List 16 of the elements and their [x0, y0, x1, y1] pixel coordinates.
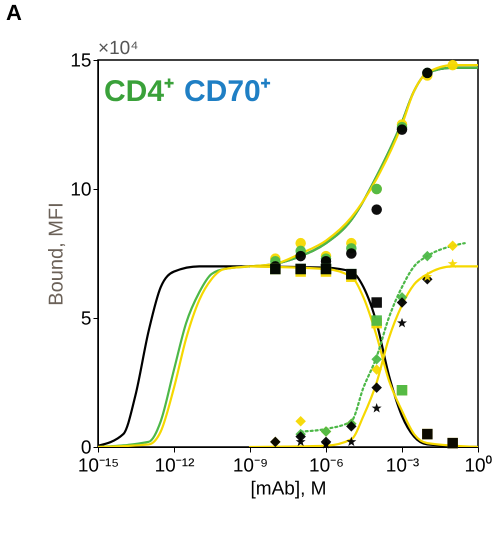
chart-title: A [6, 0, 22, 25]
y-tick-label: 5 [80, 308, 92, 330]
x-tick-label: 10⁻³ [386, 456, 420, 476]
text: ×10⁴ [98, 38, 138, 59]
x-tick-label: 10⁻¹⁵ [78, 456, 120, 476]
y-tick-label: 0 [80, 438, 92, 458]
x-tick-label: 10⁻⁹ [232, 456, 268, 476]
x-tick-label: 10⁰ [464, 454, 493, 476]
x-tick-label: 10⁻⁶ [309, 456, 344, 476]
y-axis-title: Bound, MFI [45, 202, 68, 306]
annotation: CD4⁺ [104, 75, 174, 108]
x-tick-label: 10⁻¹² [154, 456, 194, 476]
y-tick-label: 15 [70, 50, 92, 72]
annotation: CD70⁺ [184, 75, 271, 108]
x-axis-title: [mAb], M [250, 478, 327, 500]
y-tick-label: 10 [70, 180, 92, 200]
